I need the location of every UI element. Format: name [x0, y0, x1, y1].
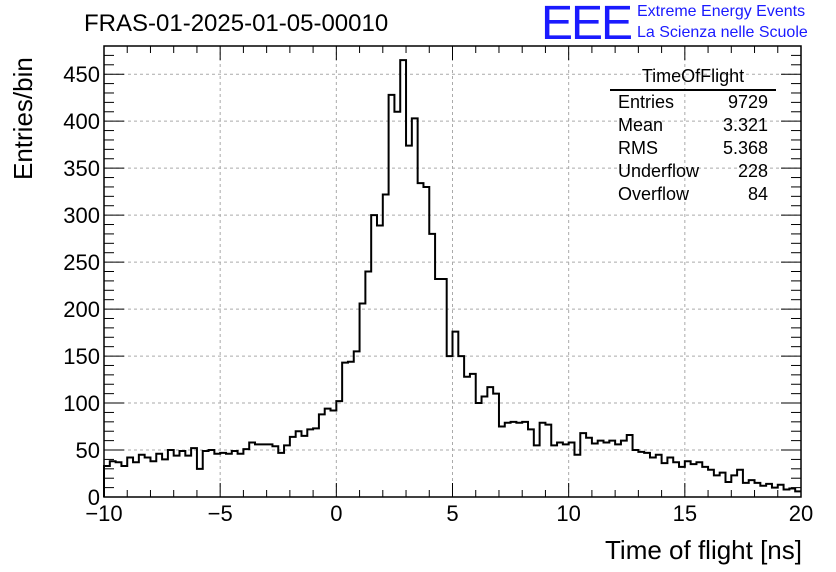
stats-row-entries: Entries 9729 [610, 91, 776, 114]
y-tick-label: 100 [63, 391, 100, 416]
y-tick-label: 300 [63, 203, 100, 228]
stats-label: RMS [618, 138, 658, 158]
y-tick-label: 50 [76, 438, 100, 463]
stats-row-mean: Mean 3.321 [610, 114, 776, 137]
y-axis-label: Entries/bin [8, 57, 38, 180]
logo-line-1: Extreme Energy Events [637, 3, 806, 20]
histogram-series [103, 59, 801, 497]
y-tick-label: 350 [63, 156, 100, 181]
x-tick-label: 15 [673, 501, 697, 526]
eee-logo: EEE [541, 0, 633, 50]
axis-ticks [103, 45, 802, 498]
x-tick-label: 5 [446, 501, 458, 526]
x-axis-label: Time of flight [ns] [605, 535, 802, 565]
x-tick-label: −5 [208, 501, 233, 526]
y-tick-label: 200 [63, 297, 100, 322]
chart-title: FRAS-01-2025-01-05-00010 [84, 10, 389, 37]
x-tick-label: 10 [556, 501, 580, 526]
stats-value: 5.368 [722, 138, 768, 158]
y-tick-label: 400 [63, 109, 100, 134]
y-tick-label: 150 [63, 344, 100, 369]
x-tick-labels: −10 −5 0 5 10 15 20 [85, 501, 813, 526]
logo-line-2: La Scienza nelle Scuole [637, 24, 808, 41]
stats-label: Underflow [618, 161, 700, 181]
stats-label: Entries [618, 92, 675, 112]
grid [104, 46, 801, 497]
x-tick-label: 0 [330, 501, 342, 526]
y-tick-label: 0 [88, 485, 100, 510]
y-tick-label: 450 [63, 62, 100, 87]
stats-value: 3.321 [722, 115, 768, 135]
stats-value: 84 [747, 184, 768, 204]
y-tick-labels: 0 50 100 150 200 250 300 350 400 450 [63, 62, 100, 510]
stats-title: TimeOfFlight [610, 66, 776, 91]
stats-row-underflow: Underflow 228 [610, 160, 776, 183]
stats-box: TimeOfFlight Entries 9729 Mean 3.321 RMS… [610, 66, 776, 206]
x-tick-label: −10 [85, 501, 122, 526]
stats-row-overflow: Overflow 84 [610, 183, 776, 206]
stats-label: Overflow [618, 184, 690, 204]
x-tick-label: 20 [789, 501, 813, 526]
stats-label: Mean [618, 115, 664, 135]
stats-value: 9729 [727, 92, 768, 112]
stats-value: 228 [737, 161, 768, 181]
stats-row-rms: RMS 5.368 [610, 137, 776, 160]
y-tick-label: 250 [63, 250, 100, 275]
